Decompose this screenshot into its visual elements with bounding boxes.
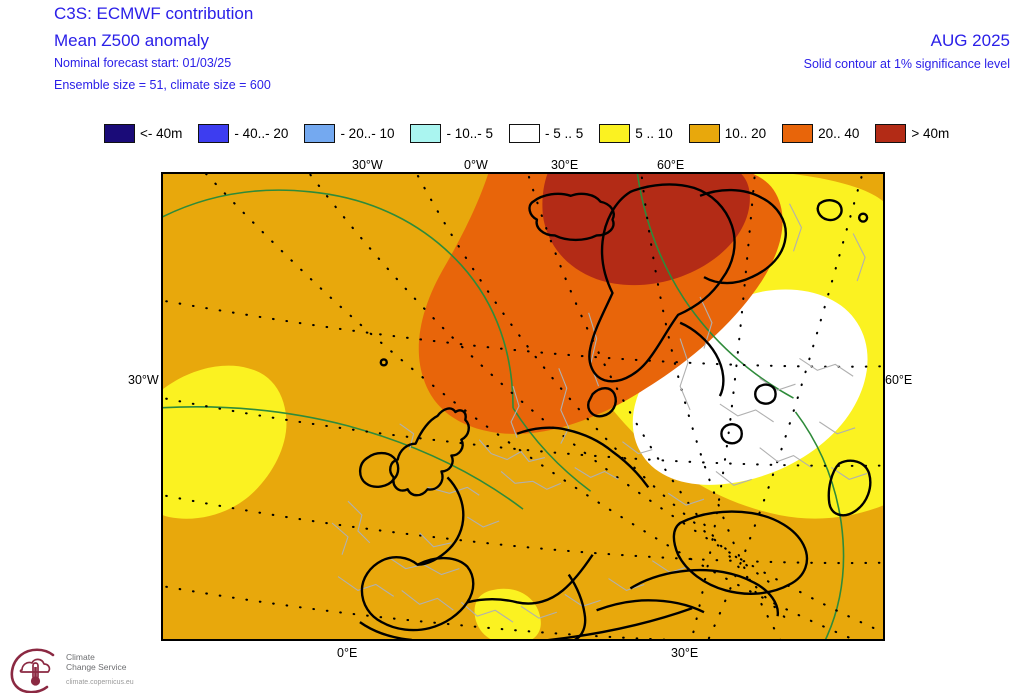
axis-label-bottom-0e: 0°E <box>337 646 358 660</box>
legend-label: - 20..- 10 <box>340 125 395 141</box>
colorbar-legend: <- 40m - 40..- 20 - 20..- 10 - 10..- 5 - 5 .… <box>104 123 965 143</box>
page-subtitle: Mean Z500 anomaly <box>54 31 209 50</box>
legend-label: - 10..- 5 <box>446 125 493 141</box>
anomaly-map[interactable] <box>161 172 885 641</box>
logo-text-line1: Climate <box>66 652 95 662</box>
axis-label-top-30e: 30°E <box>551 158 579 172</box>
legend-swatch <box>509 123 540 143</box>
ensemble-size-text: Ensemble size = 51, climate size = 600 <box>54 78 271 92</box>
forecast-start-text: Nominal forecast start: 01/03/25 <box>54 56 232 70</box>
map-canvas <box>163 174 883 639</box>
c3s-logo-icon <box>10 648 55 694</box>
legend-label: 5 .. 10 <box>635 125 673 141</box>
graticule-grid <box>163 174 883 639</box>
coastlines <box>358 183 872 639</box>
significance-contours <box>163 174 845 639</box>
legend-label: <- 40m <box>140 125 183 141</box>
legend-label: > 40m <box>911 125 950 141</box>
field-darkred-core <box>542 174 750 286</box>
axis-label-top-30w: 30°W <box>352 158 383 172</box>
axis-label-bottom-30e: 30°E <box>671 646 699 660</box>
field-yellow-south <box>474 588 541 639</box>
legend-item: - 10..- 5 <box>410 123 493 143</box>
legend-item: 20.. 40 <box>782 123 860 143</box>
legend-item: 5 .. 10 <box>599 123 673 143</box>
legend-label: 20.. 40 <box>818 125 860 141</box>
logo-url: climate.copernicus.eu <box>66 679 134 686</box>
legend-swatch <box>875 123 907 143</box>
period-label: AUG 2025 <box>930 31 1010 50</box>
legend-swatch <box>599 123 631 143</box>
legend-swatch <box>104 123 135 143</box>
legend-item: > 40m <box>875 123 950 143</box>
axis-label-top-0w: 0°W <box>464 158 488 172</box>
legend-item: - 5 .. 5 <box>509 123 584 143</box>
legend-swatch <box>410 123 442 143</box>
legend-label: - 40..- 20 <box>234 125 289 141</box>
legend-label: - 5 .. 5 <box>545 125 584 141</box>
logo-text-line2: Change Service <box>66 662 127 672</box>
page-title: C3S: ECMWF contribution <box>54 4 254 23</box>
axis-label-top-60e: 60°E <box>657 158 685 172</box>
legend-swatch <box>782 123 814 143</box>
significance-note: Solid contour at 1% significance level <box>803 57 1010 71</box>
legend-item: <- 40m <box>104 123 183 143</box>
legend-swatch <box>304 123 336 143</box>
legend-label: 10.. 20 <box>724 125 767 141</box>
legend-swatch <box>688 123 720 143</box>
legend-swatch <box>198 123 230 143</box>
legend-item: 10.. 20 <box>688 123 767 143</box>
axis-label-right-60e: 60°E <box>885 373 913 387</box>
legend-item: - 40..- 20 <box>198 123 289 143</box>
legend-item: - 20..- 10 <box>304 123 395 143</box>
copernicus-logo: Climate Change Service climate.copernicu… <box>8 648 168 694</box>
axis-label-left-30w: 30°W <box>128 373 159 387</box>
